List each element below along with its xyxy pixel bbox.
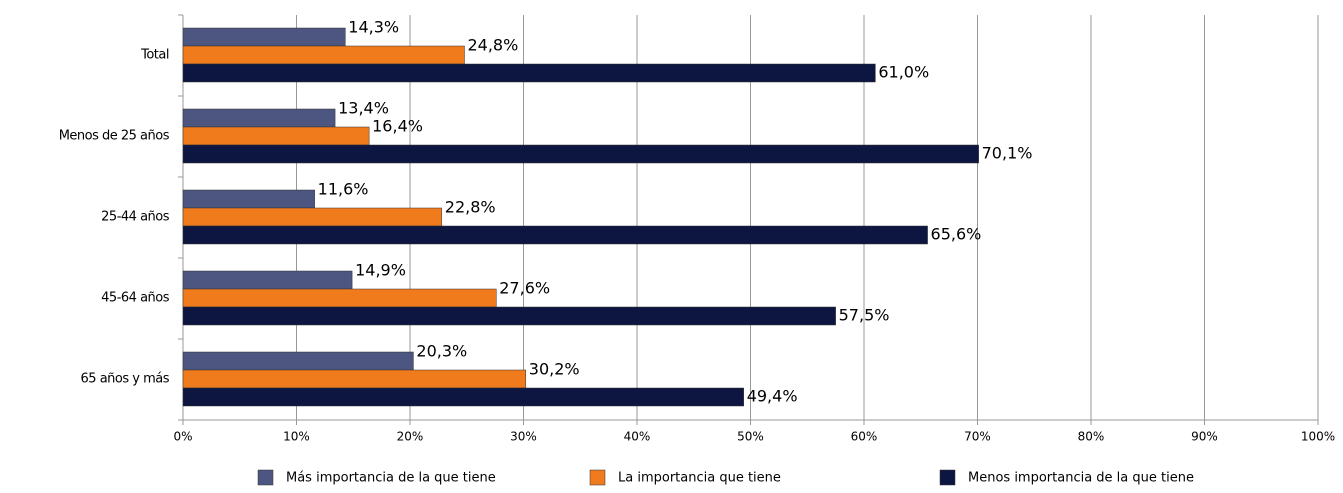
- x-tick-label: 10%: [283, 430, 310, 444]
- x-tick-label: 80%: [1078, 430, 1105, 444]
- bar: [182, 108, 336, 128]
- y-tick-label: 45-64 años: [101, 291, 170, 306]
- value-label: 16,4%: [372, 117, 423, 136]
- bar: [182, 45, 465, 65]
- bar: [182, 306, 836, 326]
- bar: [182, 225, 928, 245]
- value-label: 27,6%: [499, 279, 550, 298]
- legend-swatch: [257, 469, 274, 486]
- y-tick-label: Menos de 25 años: [59, 129, 170, 144]
- value-label: 22,8%: [445, 198, 496, 217]
- legend-label: Más importancia de la que tiene: [286, 471, 496, 486]
- value-label: 13,4%: [338, 99, 389, 118]
- x-tick-label: 20%: [397, 430, 424, 444]
- y-tick-label: 25-44 años: [101, 210, 170, 225]
- bar: [182, 288, 497, 308]
- x-tick-label: 90%: [1191, 430, 1218, 444]
- legend-label: Menos importancia de la que tiene: [968, 471, 1194, 486]
- bar: [182, 351, 414, 371]
- value-label: 70,1%: [982, 144, 1033, 163]
- value-label: 65,6%: [931, 225, 982, 244]
- legend-label: La importancia que tiene: [618, 471, 781, 486]
- value-label: 14,9%: [355, 261, 406, 280]
- value-label: 14,3%: [348, 18, 399, 37]
- bar: [182, 387, 744, 407]
- legend-swatch: [939, 469, 956, 486]
- x-tick-label: 60%: [851, 430, 878, 444]
- bar: [182, 144, 979, 164]
- x-tick-label: 30%: [510, 430, 537, 444]
- x-tick-label: 100%: [1301, 430, 1335, 444]
- bar: [182, 63, 876, 83]
- bar: [182, 270, 353, 290]
- x-tick-label: 40%: [624, 430, 651, 444]
- value-label: 30,2%: [529, 360, 580, 379]
- bar: [182, 189, 315, 209]
- x-tick-label: 70%: [964, 430, 991, 444]
- value-label: 57,5%: [839, 306, 890, 325]
- bar: [182, 27, 346, 47]
- bar: [182, 126, 370, 146]
- y-tick-label: 65 años y más: [81, 372, 170, 387]
- y-tick-label: Total: [140, 48, 169, 63]
- value-label: 11,6%: [318, 180, 369, 199]
- value-label: 24,8%: [467, 36, 518, 55]
- x-tick-label: 0%: [173, 430, 192, 444]
- x-tick-label: 50%: [737, 430, 764, 444]
- value-label: 61,0%: [878, 63, 929, 82]
- value-label: 49,4%: [747, 387, 798, 406]
- value-label: 20,3%: [416, 342, 467, 361]
- legend-swatch: [589, 469, 606, 486]
- bar: [182, 369, 527, 389]
- bar: [182, 207, 443, 227]
